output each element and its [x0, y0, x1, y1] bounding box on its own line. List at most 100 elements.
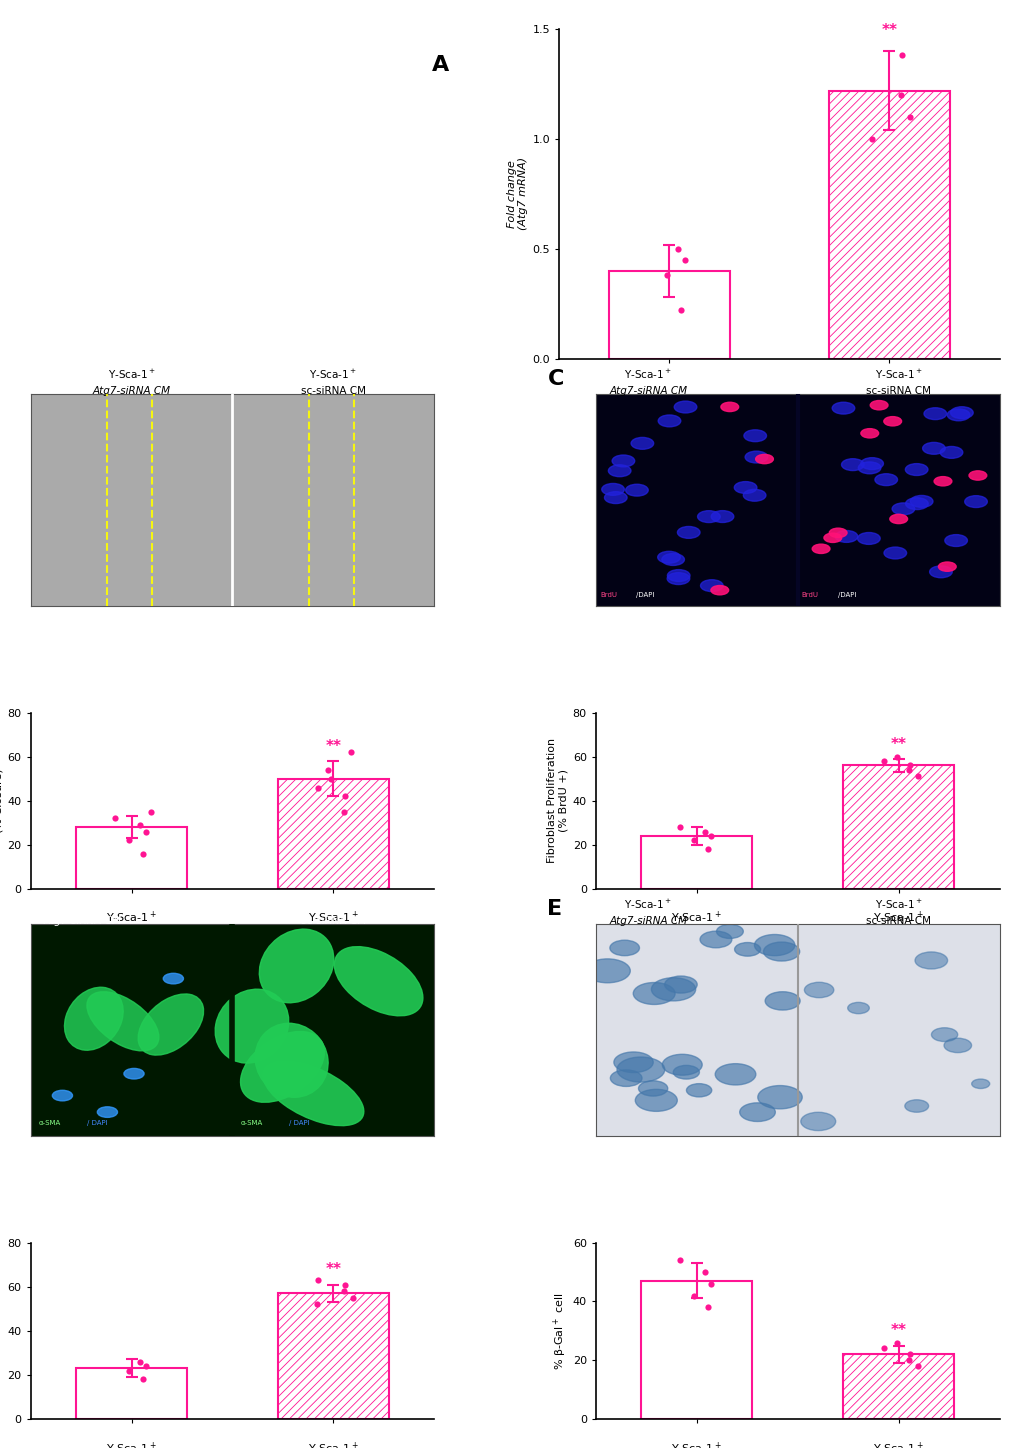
Circle shape	[657, 416, 680, 427]
Point	[323, 767, 339, 791]
Circle shape	[633, 983, 675, 1005]
Text: Y-Sca-1$^+$
sc-siRNA: Y-Sca-1$^+$ sc-siRNA	[308, 1441, 359, 1448]
Circle shape	[869, 401, 888, 410]
Circle shape	[823, 533, 841, 543]
Point	[699, 838, 715, 862]
Circle shape	[964, 495, 986, 507]
Circle shape	[686, 1083, 711, 1098]
Point	[909, 1354, 925, 1377]
Text: Y-Sca-1$^+$: Y-Sca-1$^+$	[624, 368, 672, 381]
Text: Y-Sca-1$^+$
sc-siRNA: Y-Sca-1$^+$ sc-siRNA	[872, 1441, 923, 1448]
Circle shape	[52, 1090, 72, 1100]
Circle shape	[971, 1079, 988, 1089]
Circle shape	[163, 973, 183, 983]
Point	[342, 740, 359, 763]
Circle shape	[710, 585, 728, 595]
Circle shape	[584, 959, 630, 983]
Circle shape	[860, 458, 882, 469]
Circle shape	[734, 482, 756, 494]
Text: Y-Sca-1$^+$: Y-Sca-1$^+$	[107, 368, 155, 381]
Circle shape	[714, 1064, 755, 1085]
Text: α-SMA: α-SMA	[39, 1121, 61, 1127]
Circle shape	[651, 977, 695, 1001]
Point	[336, 1273, 353, 1296]
Circle shape	[950, 407, 972, 418]
Circle shape	[883, 547, 906, 559]
Text: Y-Sca-1$^+$: Y-Sca-1$^+$	[624, 898, 672, 911]
Circle shape	[889, 514, 907, 524]
Circle shape	[734, 943, 760, 956]
Circle shape	[601, 484, 624, 495]
Point	[677, 248, 693, 271]
Circle shape	[754, 934, 794, 956]
Text: Y-Sca-1$^+$: Y-Sca-1$^+$	[309, 368, 357, 381]
Circle shape	[847, 1002, 868, 1014]
Point	[673, 298, 689, 321]
Point	[702, 1273, 718, 1296]
Point	[335, 1280, 352, 1303]
Ellipse shape	[87, 992, 159, 1051]
Circle shape	[923, 408, 946, 420]
Point	[909, 765, 925, 788]
Circle shape	[739, 1103, 774, 1122]
Circle shape	[828, 529, 846, 537]
Text: Y-Sca-1$^+$
Atg7-siRNA: Y-Sca-1$^+$ Atg7-siRNA	[664, 1441, 728, 1448]
Point	[888, 1331, 904, 1354]
Y-axis label: % β-Gal$^+$ cell: % β-Gal$^+$ cell	[550, 1292, 568, 1370]
Bar	[76, 827, 186, 889]
Text: **: **	[325, 1263, 341, 1277]
Circle shape	[947, 408, 969, 421]
Text: / DAPI: / DAPI	[87, 1121, 108, 1127]
Point	[138, 820, 154, 843]
Circle shape	[892, 502, 914, 514]
Text: A: A	[431, 55, 448, 75]
Text: Atg7-siRNA CM: Atg7-siRNA CM	[93, 387, 170, 397]
Circle shape	[937, 562, 955, 572]
Point	[874, 750, 891, 773]
Circle shape	[635, 1089, 677, 1112]
Point	[892, 84, 908, 107]
Point	[131, 814, 148, 837]
Circle shape	[832, 403, 854, 414]
Point	[669, 237, 686, 261]
Bar	[277, 779, 388, 889]
Point	[696, 820, 712, 843]
Point	[336, 785, 353, 808]
Text: /DAPI: /DAPI	[838, 592, 856, 598]
Point	[686, 828, 702, 851]
Point	[702, 824, 718, 847]
Text: sc-siRNA CM: sc-siRNA CM	[865, 387, 930, 397]
Bar	[641, 1281, 752, 1419]
Text: **: **	[890, 737, 906, 752]
Circle shape	[657, 552, 680, 563]
Point	[901, 1342, 917, 1365]
Circle shape	[673, 1066, 699, 1079]
Circle shape	[882, 417, 901, 426]
Text: BrdU: BrdU	[599, 592, 616, 598]
Circle shape	[699, 931, 731, 948]
Point	[310, 776, 326, 799]
Circle shape	[607, 465, 631, 476]
Ellipse shape	[263, 1061, 364, 1125]
Circle shape	[710, 511, 733, 523]
Text: **: **	[880, 23, 897, 38]
Point	[672, 1248, 688, 1271]
Circle shape	[800, 1112, 835, 1131]
Text: Y-Sca-1$^+$
Atg7-siRNA: Y-Sca-1$^+$ Atg7-siRNA	[664, 911, 728, 937]
Circle shape	[804, 982, 833, 998]
Text: Atg7-siRNA CM: Atg7-siRNA CM	[608, 917, 687, 927]
Point	[135, 1368, 151, 1392]
Text: sc-siRNA CM: sc-siRNA CM	[865, 917, 930, 927]
Bar	[277, 1293, 388, 1419]
Circle shape	[666, 569, 689, 582]
Text: Y-Sca-1$^+$: Y-Sca-1$^+$	[59, 898, 107, 911]
Circle shape	[611, 455, 634, 466]
Point	[699, 1296, 715, 1319]
Circle shape	[661, 553, 684, 565]
Point	[320, 759, 336, 782]
Text: Y-Sca-1$^+$: Y-Sca-1$^+$	[874, 898, 922, 911]
Circle shape	[811, 544, 829, 553]
Ellipse shape	[215, 989, 288, 1063]
Circle shape	[609, 940, 639, 956]
Circle shape	[940, 446, 962, 459]
